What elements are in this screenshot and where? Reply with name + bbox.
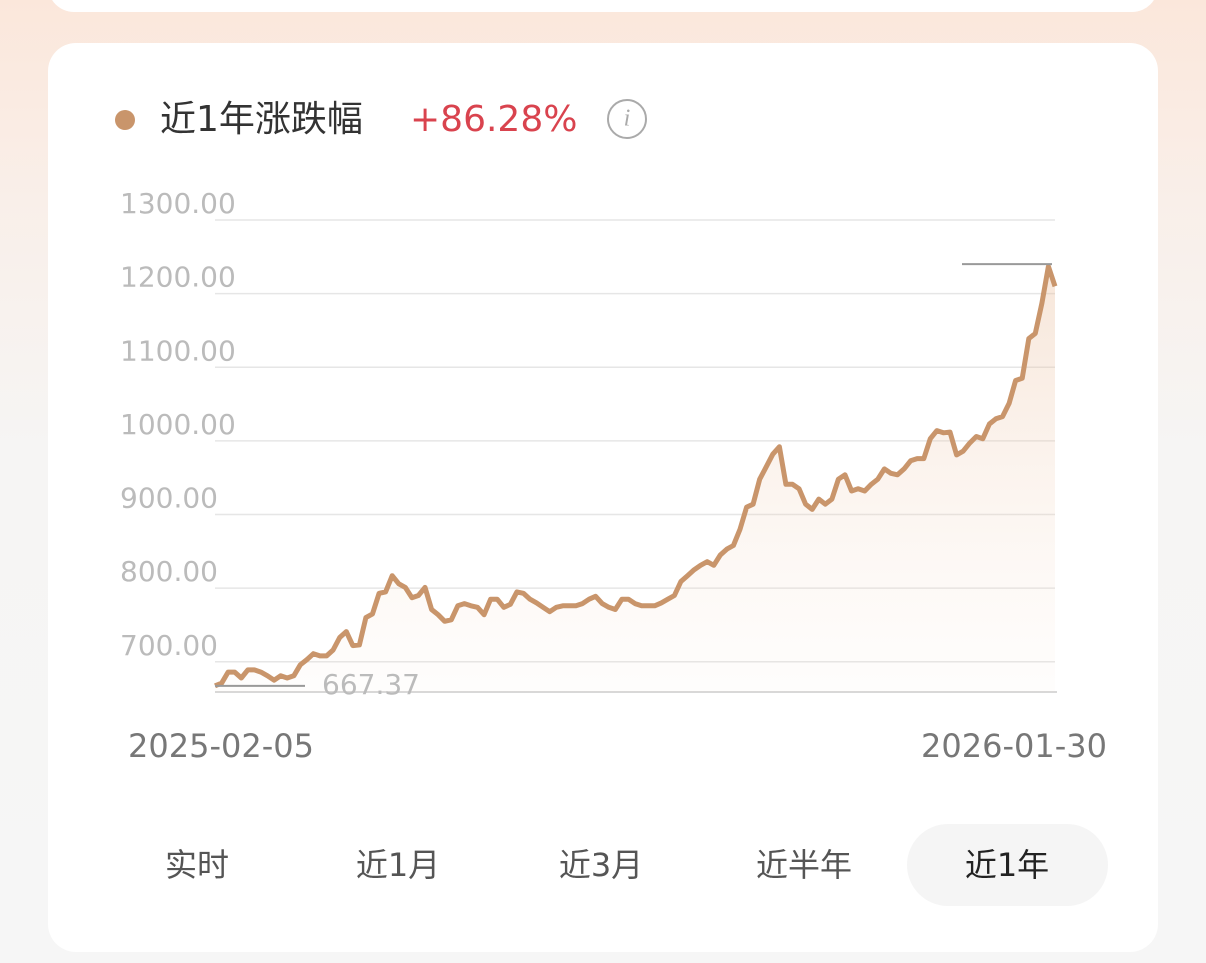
- tab[interactable]: 近3月: [559, 846, 643, 884]
- info-icon[interactable]: i: [607, 99, 647, 139]
- area: [215, 266, 1055, 692]
- svg-text:i: i: [624, 106, 631, 132]
- legend-dot: [115, 110, 135, 130]
- y-tick-label: 1000.00: [120, 408, 236, 441]
- top-card: [52, 0, 1154, 12]
- y-tick-label: 700.00: [120, 629, 218, 662]
- tabs: 实时 近1月 近3月 近半年 近1年: [165, 824, 1108, 906]
- selected-tab-bg: [907, 824, 1108, 906]
- tab[interactable]: 近1年: [965, 846, 1049, 884]
- y-tick-label: 800.00: [120, 555, 218, 588]
- y-tick-label: 1100.00: [120, 334, 236, 367]
- min-label: 667.37: [322, 668, 420, 701]
- x-tick-label: 2026-01-30: [921, 727, 1107, 765]
- plot: 700.00 800.00 900.00 1000.00 1100.00 1200.00 1…: [120, 187, 1058, 701]
- chart-card: [48, 43, 1158, 952]
- y-tick-label: 1200.00: [120, 261, 236, 294]
- tab[interactable]: 实时: [165, 846, 229, 884]
- line: [214, 263, 1058, 689]
- chart-title: 近1年涨跌幅: [160, 99, 363, 140]
- tab[interactable]: 近半年: [756, 846, 852, 884]
- x-tick-label: 2025-02-05: [128, 727, 314, 765]
- change-value: +86.28%: [410, 99, 577, 140]
- y-tick-label: 1300.00: [120, 187, 236, 220]
- tab[interactable]: 近1月: [356, 846, 440, 884]
- y-tick-label: 900.00: [120, 482, 218, 515]
